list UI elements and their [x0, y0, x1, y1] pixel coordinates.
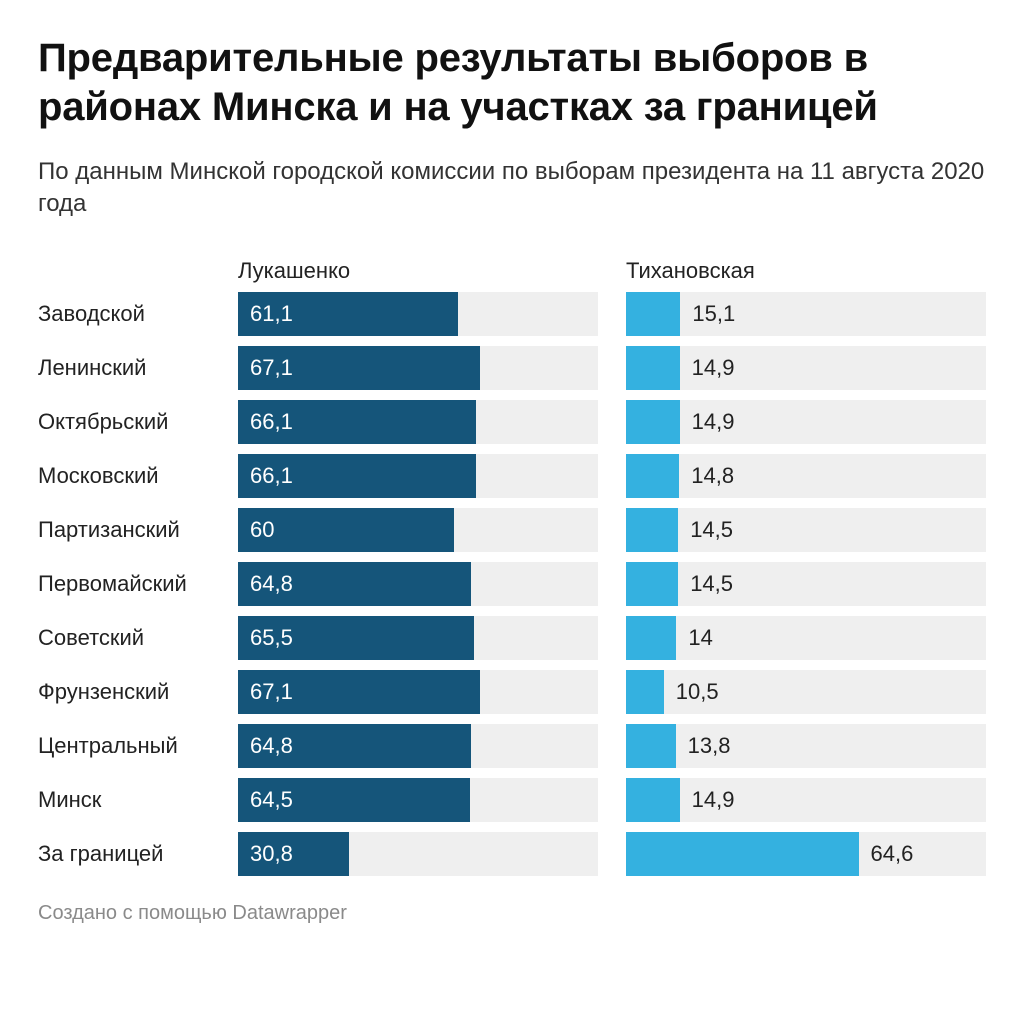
- bar-cell-tikhanovskaya: 64,6: [626, 832, 986, 876]
- bar-value: 60: [238, 517, 274, 543]
- bar-cell-lukashenko: 67,1: [238, 670, 598, 714]
- bar-lukashenko: 66,1: [238, 400, 476, 444]
- chart-rows: Заводской61,115,1Ленинский67,114,9Октябр…: [38, 290, 986, 878]
- bar-value: 66,1: [238, 463, 293, 489]
- bar-cell-tikhanovskaya: 14,9: [626, 400, 986, 444]
- bar-value: 64,5: [238, 787, 293, 813]
- row-label: Советский: [38, 625, 238, 651]
- bar-tikhanovskaya: [626, 400, 680, 444]
- bar-cell-tikhanovskaya: 13,8: [626, 724, 986, 768]
- bar-tikhanovskaya: [626, 292, 680, 336]
- row-label: Партизанский: [38, 517, 238, 543]
- bar-value: 10,5: [664, 670, 719, 714]
- bar-cell-tikhanovskaya: 10,5: [626, 670, 986, 714]
- bar-cell-tikhanovskaya: 14,5: [626, 508, 986, 552]
- table-row: Октябрьский66,1 14,9: [38, 398, 986, 446]
- bar-lukashenko: 61,1: [238, 292, 458, 336]
- bar-tikhanovskaya: [626, 346, 680, 390]
- chart-subtitle: По данным Минской городской комиссии по …: [38, 156, 986, 221]
- bar-cell-lukashenko: 66,1: [238, 454, 598, 498]
- bar-value: 14,5: [678, 562, 733, 606]
- row-label: Центральный: [38, 733, 238, 759]
- bar-lukashenko: 66,1: [238, 454, 476, 498]
- row-label: Ленинский: [38, 355, 238, 381]
- bar-cell-tikhanovskaya: 15,1: [626, 292, 986, 336]
- bar-cell-tikhanovskaya: 14: [626, 616, 986, 660]
- table-row: Партизанский60 14,5: [38, 506, 986, 554]
- bar-lukashenko: 67,1: [238, 670, 480, 714]
- row-label: Фрунзенский: [38, 679, 238, 705]
- bar-cell-tikhanovskaya: 14,5: [626, 562, 986, 606]
- table-row: Советский65,5 14: [38, 614, 986, 662]
- bar-lukashenko: 60: [238, 508, 454, 552]
- bar-value: 30,8: [238, 841, 293, 867]
- series-header-row: Лукашенко Тихановская: [38, 250, 986, 284]
- bar-tikhanovskaya: [626, 670, 664, 714]
- bar-cell-tikhanovskaya: 14,8: [626, 454, 986, 498]
- bar-value: 14,5: [678, 508, 733, 552]
- bar-cell-lukashenko: 64,5: [238, 778, 598, 822]
- bar-value: 67,1: [238, 355, 293, 381]
- bar-tikhanovskaya: [626, 508, 678, 552]
- bar-value: 14: [676, 616, 712, 660]
- bar-value: 13,8: [676, 724, 731, 768]
- bar-cell-lukashenko: 61,1: [238, 292, 598, 336]
- series-header-lukashenko: Лукашенко: [238, 258, 598, 284]
- bar-cell-lukashenko: 60: [238, 508, 598, 552]
- bar-value: 64,8: [238, 571, 293, 597]
- table-row: Заводской61,1 15,1: [38, 290, 986, 338]
- chart-title: Предварительные результаты выборов в рай…: [38, 34, 986, 132]
- bar-tikhanovskaya: [626, 562, 678, 606]
- bar-cell-lukashenko: 64,8: [238, 562, 598, 606]
- bar-value: 61,1: [238, 301, 293, 327]
- chart-credit: Создано с помощью Datawrapper: [38, 902, 986, 925]
- bar-lukashenko: 30,8: [238, 832, 349, 876]
- row-label: Минск: [38, 787, 238, 813]
- row-label: Октябрьский: [38, 409, 238, 435]
- row-label: Московский: [38, 463, 238, 489]
- bar-cell-lukashenko: 67,1: [238, 346, 598, 390]
- bar-lukashenko: 64,8: [238, 562, 471, 606]
- bar-tikhanovskaya: [626, 616, 676, 660]
- bar-tikhanovskaya: [626, 778, 680, 822]
- bar-value: 14,8: [679, 454, 734, 498]
- bar-value: 15,1: [680, 292, 735, 336]
- grouped-bar-chart: Лукашенко Тихановская Заводской61,1 15,1 Л…: [38, 250, 986, 878]
- table-row: Центральный64,8 13,8: [38, 722, 986, 770]
- bar-cell-lukashenko: 66,1: [238, 400, 598, 444]
- bar-value: 67,1: [238, 679, 293, 705]
- table-row: Ленинский67,1 14,9: [38, 344, 986, 392]
- series-header-tikhanovskaya: Тихановская: [626, 258, 986, 284]
- election-results-chart: Предварительные результаты выборов в рай…: [0, 0, 1024, 945]
- table-row: Фрунзенский67,1 10,5: [38, 668, 986, 716]
- bar-value: 64,8: [238, 733, 293, 759]
- bar-value: 66,1: [238, 409, 293, 435]
- bar-lukashenko: 64,8: [238, 724, 471, 768]
- table-row: Московский66,1 14,8: [38, 452, 986, 500]
- row-label: Первомайский: [38, 571, 238, 597]
- bar-value: 14,9: [680, 400, 735, 444]
- bar-tikhanovskaya: [626, 724, 676, 768]
- bar-lukashenko: 65,5: [238, 616, 474, 660]
- table-row: Минск64,5 14,9: [38, 776, 986, 824]
- bar-cell-lukashenko: 65,5: [238, 616, 598, 660]
- table-row: Первомайский64,8 14,5: [38, 560, 986, 608]
- bar-tikhanovskaya: [626, 454, 679, 498]
- bar-cell-lukashenko: 30,8: [238, 832, 598, 876]
- bar-cell-lukashenko: 64,8: [238, 724, 598, 768]
- row-label: За границей: [38, 841, 238, 867]
- bar-value: 14,9: [680, 778, 735, 822]
- bar-value: 65,5: [238, 625, 293, 651]
- bar-tikhanovskaya: [626, 832, 859, 876]
- bar-value: 14,9: [680, 346, 735, 390]
- bar-cell-tikhanovskaya: 14,9: [626, 346, 986, 390]
- row-label: Заводской: [38, 301, 238, 327]
- table-row: За границей30,8 64,6: [38, 830, 986, 878]
- bar-lukashenko: 64,5: [238, 778, 470, 822]
- bar-value: 64,6: [859, 832, 914, 876]
- bar-cell-tikhanovskaya: 14,9: [626, 778, 986, 822]
- bar-lukashenko: 67,1: [238, 346, 480, 390]
